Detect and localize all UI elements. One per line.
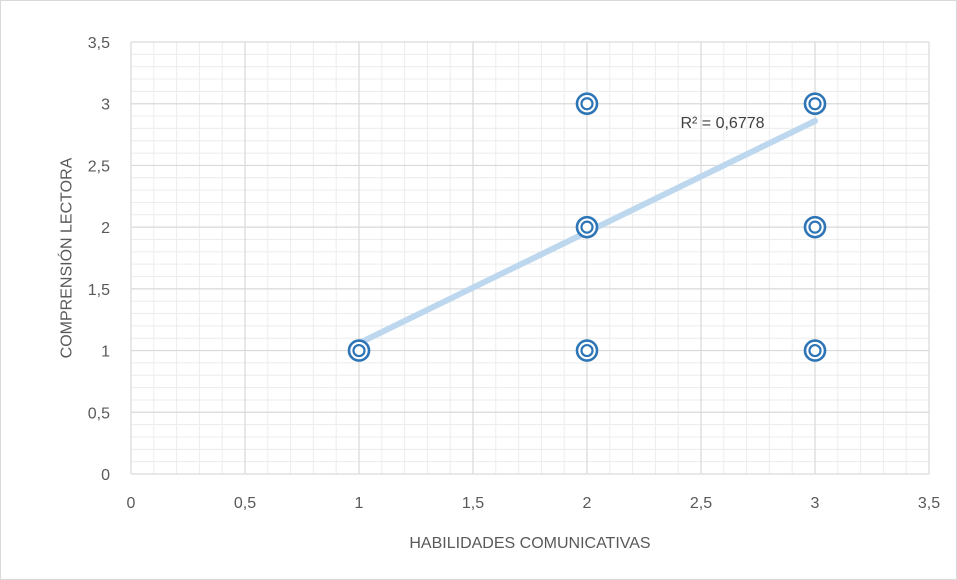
data-point [347, 339, 371, 362]
x-tick-label: 3,5 [918, 495, 940, 512]
y-tick-label: 1,5 [88, 282, 110, 299]
x-tick-label: 0,5 [234, 495, 256, 512]
x-tick-label: 2,5 [690, 495, 712, 512]
x-axis-title: HABILIDADES COMUNICATIVAS [409, 535, 650, 552]
data-point [575, 215, 599, 239]
y-axis-title: COMPRENSIÓN LECTORA [57, 157, 76, 358]
minor-gridlines [131, 42, 929, 474]
data-point [575, 92, 599, 116]
y-tick-label: 0 [101, 467, 110, 484]
x-axis-ticks: 0 0,5 1 1,5 2 2,5 3 3,5 [127, 495, 941, 512]
data-points [347, 92, 827, 362]
x-tick-label: 0 [127, 495, 136, 512]
data-point [803, 92, 827, 116]
y-tick-label: 3 [101, 97, 110, 114]
y-axis-ticks: 0 0,5 1 1,5 2 2,5 3 3,5 [88, 35, 110, 484]
y-tick-label: 2,5 [88, 158, 110, 175]
x-tick-label: 3 [811, 495, 820, 512]
data-point [803, 215, 827, 239]
y-tick-label: 2 [101, 220, 110, 237]
data-point [575, 339, 599, 362]
y-tick-label: 1 [101, 344, 110, 361]
data-point [803, 339, 827, 362]
y-tick-label: 0,5 [88, 405, 110, 422]
r-squared-label: R² = 0,6778 [680, 115, 764, 132]
y-tick-label: 3,5 [88, 35, 110, 52]
x-tick-label: 1,5 [462, 495, 484, 512]
x-tick-label: 2 [583, 495, 592, 512]
x-tick-label: 1 [355, 495, 364, 512]
